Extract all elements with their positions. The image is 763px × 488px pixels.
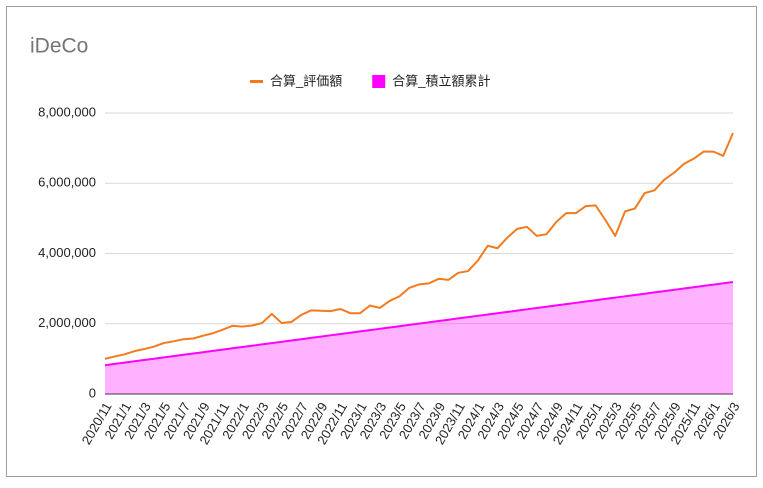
chart-title: iDeCo (30, 35, 88, 58)
y-tick-label: 6,000,000 (38, 175, 96, 190)
y-tick-label: 4,000,000 (38, 245, 96, 260)
y-tick-label: 2,000,000 (38, 315, 96, 330)
area (105, 282, 733, 394)
y-tick-label: 8,000,000 (38, 104, 96, 119)
line (104, 132, 734, 360)
legend-label: 合算_評価額 (270, 73, 342, 88)
area-line (104, 281, 734, 367)
legend-swatch (372, 75, 386, 88)
legend-swatch (250, 80, 263, 83)
legend-label: 合算_積立額累計 (392, 73, 490, 88)
y-tick-label: 0 (89, 385, 96, 400)
